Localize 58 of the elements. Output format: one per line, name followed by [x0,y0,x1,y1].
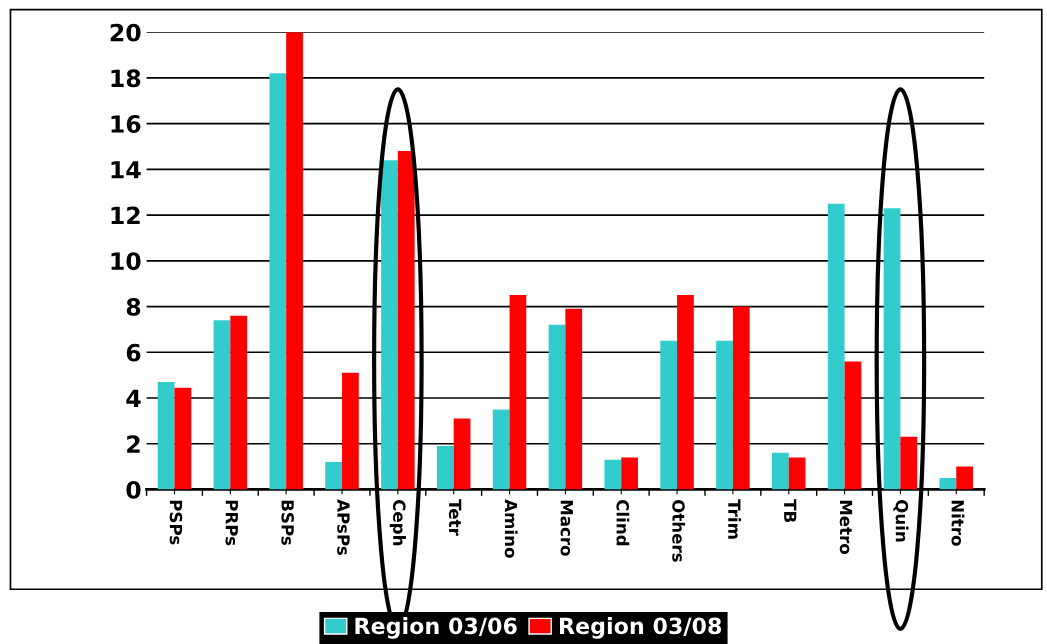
bar [325,462,343,490]
y-tick-label: 4 [126,389,141,407]
bar [900,436,918,490]
bar [213,320,231,490]
bar [621,457,638,490]
bar [883,208,901,490]
bar [453,418,471,490]
bar [677,295,694,490]
y-tick-label: 10 [111,252,141,271]
bar [788,457,806,490]
bar [397,151,415,490]
bar [436,446,454,490]
bar [286,32,303,490]
bar [660,340,678,490]
bar [492,409,510,490]
legend-label: Region 03/08 [559,617,722,639]
legend-label: Region 03/06 [355,617,517,639]
x-tick-label: Others [672,499,686,562]
y-tick-label: 18 [111,69,141,88]
x-tick-label: Macro [560,500,573,556]
x-tick-label: Tetr [448,499,462,536]
x-tick-label: Metro [839,500,853,554]
x-tick-label: TB [784,499,797,523]
y-tick-label: 2 [127,435,140,453]
bar [381,160,398,490]
bar [604,459,622,490]
y-tick-label: 6 [126,343,141,362]
bar [342,372,359,490]
x-tick-label: Ceph [389,499,406,546]
bar [771,452,789,490]
x-tick-label: APsPs [337,499,350,555]
x-tick-label: PRPs [225,500,238,546]
x-tick-label: Nitro [951,500,965,546]
x-tick-label: PSPs [169,500,183,545]
x-tick-label: Trim [728,499,741,539]
y-tick-label: 14 [111,161,141,179]
bar [732,306,750,490]
y-tick-label: 8 [126,297,141,316]
bar [565,308,583,490]
bar [548,324,566,490]
bar [174,387,192,490]
bar [230,315,248,490]
bar [827,203,845,490]
x-tick-label: Quin [893,499,909,542]
bar [269,73,287,490]
bar [509,295,527,490]
bar [157,381,175,490]
x-tick-label: Clind [616,499,630,546]
y-tick-label: 16 [111,115,141,133]
bar [844,361,862,490]
y-tick-label: 12 [111,206,140,225]
y-tick-label: 0 [126,480,141,499]
x-tick-label: BSPs [281,500,294,545]
x-tick-label: Amino [504,499,518,558]
y-tick-label: 20 [110,23,141,42]
bar [716,340,733,490]
bar [956,466,974,490]
bar [939,478,957,490]
